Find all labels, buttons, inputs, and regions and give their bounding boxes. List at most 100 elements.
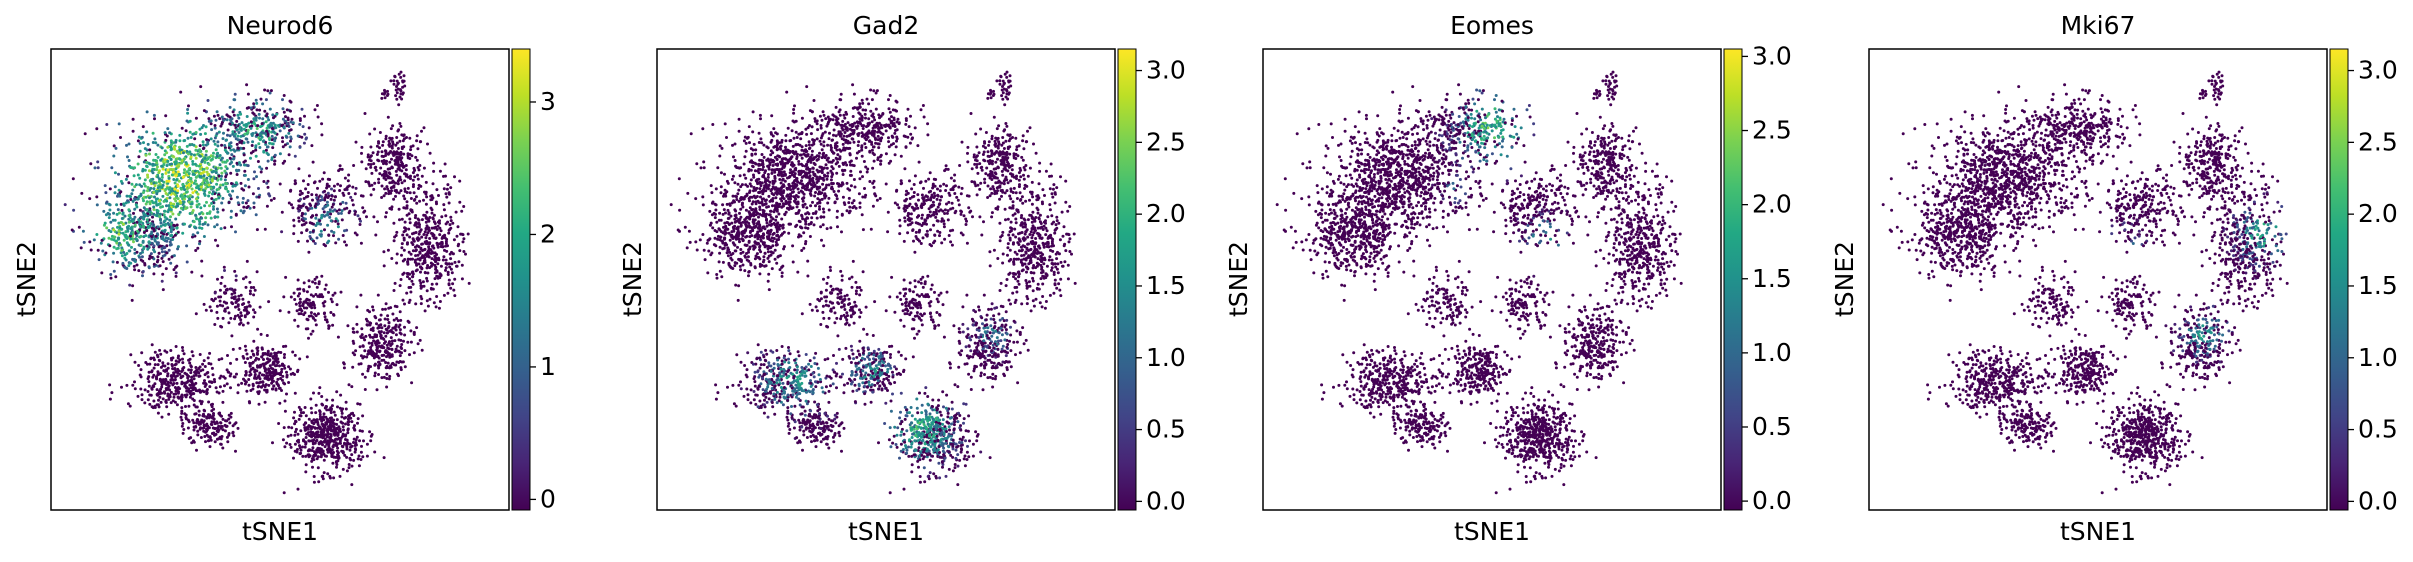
data-point — [215, 154, 219, 158]
data-point — [241, 303, 244, 306]
data-point — [182, 151, 185, 155]
data-point — [134, 183, 138, 187]
data-point — [198, 242, 201, 246]
data-point — [232, 434, 236, 438]
data-point — [394, 333, 398, 337]
data-point — [403, 226, 407, 230]
data-point — [214, 238, 217, 242]
data-point — [419, 265, 422, 269]
data-point — [221, 316, 225, 320]
data-point — [309, 215, 313, 219]
data-point — [409, 148, 413, 152]
data-point — [235, 173, 239, 176]
data-point — [199, 206, 203, 210]
data-point — [306, 191, 310, 194]
data-point — [142, 141, 145, 145]
data-point — [158, 202, 162, 206]
data-point — [177, 163, 181, 167]
data-point — [819, 142, 823, 146]
data-point — [398, 122, 402, 125]
data-point — [203, 409, 207, 413]
data-point — [166, 372, 170, 376]
data-point — [133, 380, 136, 384]
data-point — [397, 374, 400, 378]
data-point — [267, 192, 271, 196]
data-point — [389, 150, 393, 153]
data-point — [366, 308, 370, 312]
data-point — [208, 380, 211, 384]
data-point — [348, 442, 352, 446]
data-point — [369, 165, 373, 169]
data-point — [316, 450, 320, 454]
data-point — [246, 164, 250, 168]
data-point — [127, 142, 131, 146]
data-point — [214, 148, 218, 152]
data-point — [252, 339, 256, 343]
data-point — [189, 371, 193, 375]
data-point — [197, 202, 201, 206]
data-point — [256, 327, 260, 331]
data-point — [196, 433, 200, 437]
data-point — [187, 404, 191, 408]
data-point — [310, 411, 314, 415]
data-point — [398, 350, 402, 354]
data-point — [171, 238, 175, 241]
data-point — [267, 118, 271, 122]
data-point — [317, 480, 321, 484]
data-point — [335, 422, 339, 426]
data-point — [769, 149, 773, 153]
data-point — [325, 454, 328, 458]
data-point — [271, 347, 275, 351]
data-point — [284, 115, 287, 119]
data-point — [312, 480, 316, 484]
data-point — [112, 269, 116, 273]
data-point — [262, 358, 265, 361]
data-point — [411, 282, 415, 286]
data-point — [129, 232, 133, 236]
data-point — [147, 380, 151, 384]
data-point — [414, 195, 418, 199]
data-point — [360, 145, 364, 149]
data-point — [147, 257, 151, 261]
data-point — [163, 219, 167, 223]
data-point — [346, 427, 350, 431]
data-point — [253, 288, 257, 292]
data-point — [354, 443, 358, 447]
data-point — [203, 222, 207, 226]
data-point — [359, 219, 362, 223]
data-point — [826, 171, 830, 175]
data-point — [192, 403, 196, 407]
data-point — [457, 260, 461, 264]
data-point — [215, 421, 219, 425]
data-point — [429, 248, 433, 252]
data-point — [409, 340, 413, 344]
data-point — [317, 391, 321, 395]
data-point — [140, 393, 144, 397]
data-point — [163, 230, 166, 234]
data-point — [359, 458, 363, 461]
data-point — [204, 308, 208, 312]
data-point — [380, 96, 384, 100]
data-point — [360, 444, 363, 448]
data-point — [253, 376, 256, 380]
data-point — [271, 142, 275, 146]
data-point — [428, 237, 432, 240]
data-point — [174, 167, 178, 171]
data-point — [379, 323, 383, 327]
data-point — [242, 377, 245, 381]
data-point — [369, 348, 373, 352]
data-point — [187, 358, 191, 362]
data-point — [387, 353, 391, 357]
data-point — [195, 205, 199, 209]
data-point — [178, 133, 182, 137]
data-point — [275, 380, 279, 384]
data-point — [206, 356, 210, 360]
data-point — [175, 202, 179, 206]
data-point — [220, 143, 224, 147]
data-point — [165, 405, 169, 409]
data-point — [351, 411, 355, 415]
data-point — [135, 205, 139, 209]
data-point — [329, 197, 333, 201]
data-point — [126, 227, 130, 231]
data-point — [174, 271, 178, 275]
